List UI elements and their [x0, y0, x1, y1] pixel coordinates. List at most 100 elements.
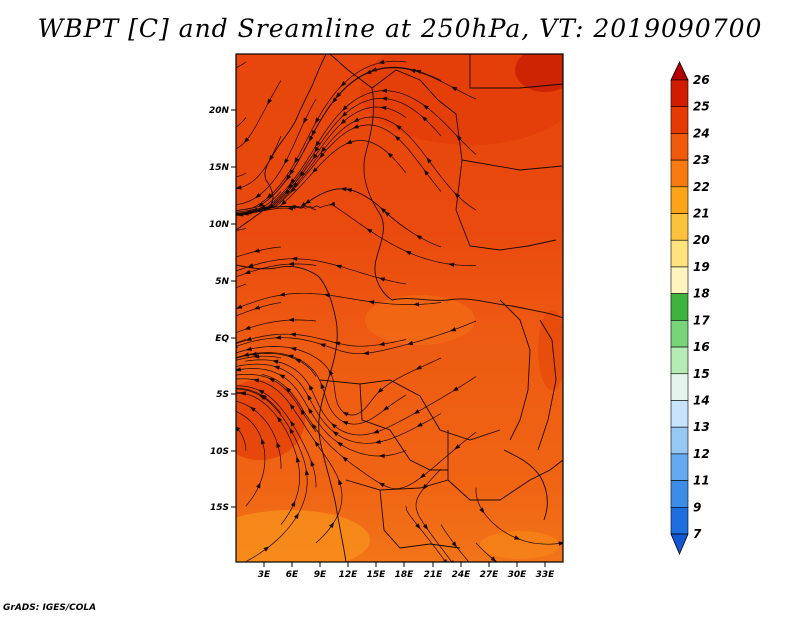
streamline-arrow: [479, 507, 485, 514]
lon-tick-label: 3E: [258, 570, 271, 580]
streamline-arrow: [236, 185, 242, 190]
streamline-arrow: [377, 387, 384, 394]
colorbar: 26 25 24 23 22 21 20 19 18 17 16 15 14 13 12 11 9 7: [670, 61, 710, 556]
streamline-arrow: [250, 351, 257, 357]
streamline-arrow: [415, 234, 423, 240]
colorbar-label: 9: [693, 500, 701, 514]
streamline-arrow: [395, 124, 402, 130]
streamline-arrow: [292, 182, 299, 189]
colorbar-label: 16: [693, 340, 710, 354]
streamline-arrow: [314, 440, 320, 447]
streamline-arrow: [448, 262, 455, 268]
streamline-arrow: [331, 97, 338, 104]
chart-title: WBPT [C] and Sreamline at 250hPa, VT: 20…: [37, 14, 763, 43]
streamline: [273, 116, 477, 211]
streamline-arrow: [294, 358, 302, 364]
streamline-arrow: [284, 189, 291, 195]
streamline: [236, 98, 442, 215]
streamline: [236, 368, 407, 457]
streamline-arrow: [242, 352, 250, 357]
colorbar-segment: [670, 293, 689, 321]
streamline-arrow: [287, 354, 294, 359]
streamline: [236, 388, 308, 562]
streamline-arrow: [378, 482, 385, 488]
streamline-arrow: [370, 67, 378, 72]
streamline-arrow: [338, 478, 343, 486]
streamline-arrow: [352, 124, 359, 129]
streamline: [236, 172, 247, 178]
colorbar-segment: [670, 480, 689, 508]
streamline: [236, 373, 317, 433]
streamline-arrow: [409, 68, 416, 74]
streamline-arrow: [289, 178, 296, 185]
streamline-arrow: [380, 105, 387, 111]
streamline-arrow: [315, 140, 321, 148]
lon-tick-label: 33E: [536, 570, 556, 580]
streamline-arrow: [289, 427, 295, 434]
streamline-arrow: [285, 174, 292, 181]
streamline-arrow: [307, 394, 312, 401]
streamline-arrow: [294, 157, 300, 164]
streamline-arrow: [406, 340, 414, 346]
colorbar-label: 26: [693, 73, 710, 87]
colorbar-bottom-arrow: [670, 533, 689, 556]
streamline-arrow: [300, 408, 306, 416]
lat-tick-label: 5N: [215, 277, 229, 287]
streamline-arrow: [312, 153, 318, 160]
streamline-arrow: [558, 541, 563, 546]
streamline-arrow: [378, 277, 386, 282]
streamline-arrow: [335, 264, 342, 269]
streamline: [236, 426, 247, 451]
streamline-arrow: [368, 300, 375, 305]
streamline-arrow: [449, 327, 457, 332]
colorbar-label: 14: [693, 393, 710, 407]
streamline: [236, 320, 477, 355]
streamline-arrow: [287, 183, 294, 190]
streamline: [236, 387, 282, 414]
streamline-arrow: [289, 420, 296, 427]
streamline-arrow: [416, 422, 423, 427]
streamline-arrow: [294, 512, 299, 519]
streamlines: [229, 59, 563, 562]
streamline-arrow: [251, 207, 258, 213]
streamline-arrow: [253, 354, 260, 359]
streamline: [236, 346, 442, 416]
streamline-arrow: [242, 211, 249, 216]
streamline-arrow: [311, 130, 317, 137]
streamline-arrow: [295, 456, 301, 463]
streamline-arrow: [372, 429, 380, 434]
streamline-arrow: [387, 152, 394, 158]
streamline-arrow: [345, 188, 353, 193]
streamline-arrow: [320, 146, 327, 153]
map-plot-area: [229, 53, 564, 563]
streamline-arrow: [419, 473, 426, 479]
streamline-arrow: [284, 158, 289, 165]
streamline-arrow: [229, 407, 236, 413]
streamline-arrow: [255, 207, 263, 212]
lon-tick-label: 12E: [339, 570, 359, 580]
streamline-arrow: [381, 88, 387, 93]
colorbar-label: 11: [693, 474, 710, 488]
colorbar-segment: [670, 159, 689, 188]
streamline-arrow: [290, 346, 297, 352]
streamline-arrow: [426, 157, 432, 164]
streamline-arrow: [304, 469, 310, 476]
streamline-arrow: [415, 69, 422, 75]
colorbar-segment: [670, 453, 689, 481]
streamline-arrow: [320, 382, 325, 389]
streamline-arrow: [263, 546, 270, 552]
lat-tick-label: 15S: [210, 503, 229, 513]
streamline-arrow: [308, 407, 314, 414]
streamline: [236, 391, 300, 525]
colorbar-label: 21: [693, 207, 710, 221]
lon-tick-label: 15E: [367, 570, 387, 580]
lon-tick-label: 27E: [480, 570, 500, 580]
streamline-arrow: [381, 96, 388, 101]
lat-tick-label: 10S: [210, 447, 229, 457]
lat-tick-label: 10N: [209, 220, 230, 230]
streamline-arrow: [422, 523, 429, 531]
streamline-arrow: [362, 350, 370, 356]
streamline: [236, 124, 442, 214]
streamline-arrow: [384, 210, 391, 217]
